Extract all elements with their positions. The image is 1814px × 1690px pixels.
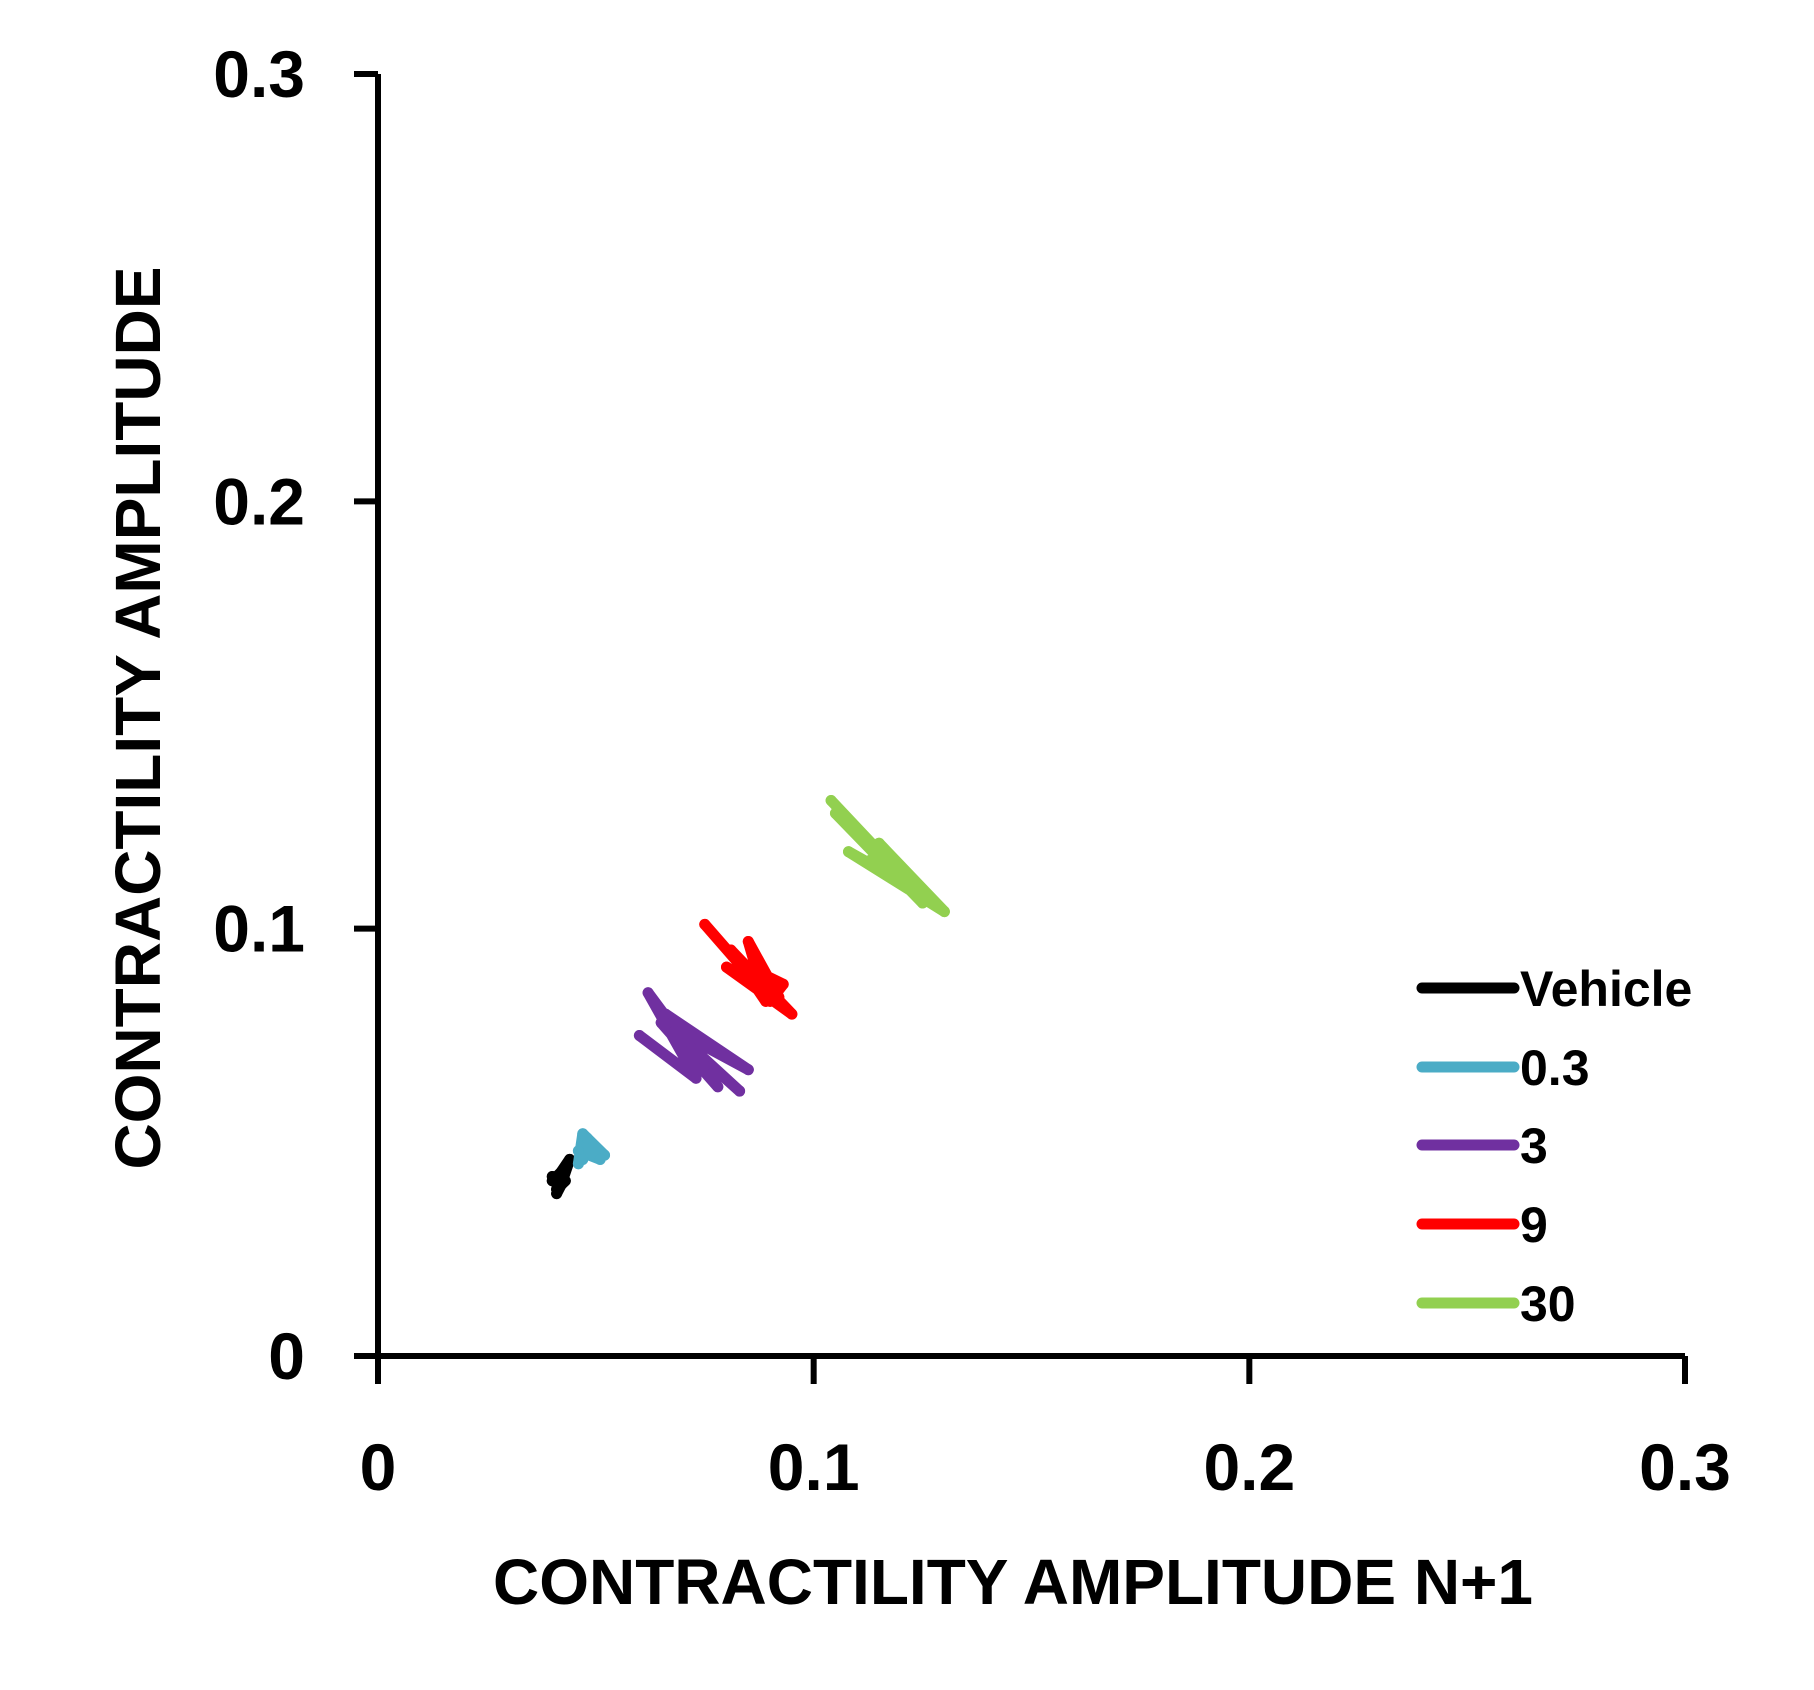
data-point: [633, 1030, 645, 1041]
series-layer: [546, 794, 950, 1200]
data-point: [904, 880, 916, 892]
data-point: [699, 918, 711, 930]
x-tick-label: 0: [360, 1430, 397, 1504]
legend-label: 0.3: [1520, 1040, 1590, 1096]
data-point: [742, 935, 754, 947]
data-point: [742, 1064, 754, 1076]
data-point: [577, 1153, 589, 1165]
data-point: [877, 850, 889, 862]
data-point: [734, 957, 746, 969]
data-point: [559, 1162, 571, 1174]
data-point: [917, 897, 929, 909]
y-tick-label: 0.1: [213, 892, 305, 966]
y-tick-label: 0: [268, 1319, 305, 1393]
data-point: [594, 1153, 606, 1165]
data-point: [764, 995, 776, 1007]
data-point: [555, 1179, 567, 1191]
data-point: [825, 794, 837, 806]
data-point: [786, 1008, 798, 1020]
legend-label: Vehicle: [1520, 961, 1692, 1017]
data-point: [773, 991, 785, 1003]
data-point: [712, 1081, 724, 1093]
legend-label: 3: [1520, 1118, 1548, 1174]
data-point: [660, 1008, 672, 1020]
data-point: [581, 1132, 593, 1144]
y-tick-label: 0.3: [213, 37, 305, 111]
data-point: [564, 1153, 576, 1165]
y-axis-title: CONTRACTILITY AMPLITUDE: [102, 266, 174, 1169]
data-point: [751, 978, 763, 990]
data-point: [895, 871, 907, 883]
legend-label: 9: [1520, 1197, 1548, 1253]
data-point: [686, 1042, 698, 1054]
data-point: [734, 1085, 746, 1097]
data-point: [777, 978, 789, 990]
x-tick-label: 0.1: [768, 1430, 860, 1504]
data-point: [655, 1017, 667, 1029]
data-point: [725, 944, 737, 956]
data-point: [864, 854, 876, 866]
data-point: [843, 846, 855, 858]
y-tick-label: 0.2: [213, 464, 305, 538]
x-tick-label: 0.2: [1203, 1430, 1295, 1504]
data-point: [721, 961, 733, 973]
x-tick-label: 0.3: [1639, 1430, 1731, 1504]
data-point: [642, 987, 654, 999]
data-point: [873, 837, 885, 849]
data-point: [699, 1059, 711, 1071]
legend-label: 30: [1520, 1276, 1576, 1332]
y-ticks: 0 0.1 0.2 0.3: [213, 37, 378, 1393]
data-point: [551, 1188, 563, 1200]
data-point: [938, 906, 950, 918]
data-point: [546, 1175, 558, 1187]
x-ticks: 0 0.1 0.2 0.3: [360, 1356, 1731, 1504]
data-point: [690, 1072, 702, 1084]
x-axis-title: CONTRACTILITY AMPLITUDE N+1: [493, 1546, 1533, 1618]
data-point: [851, 824, 863, 836]
data-point: [829, 807, 841, 819]
data-point: [572, 1145, 584, 1157]
data-point: [668, 1025, 680, 1037]
legend: Vehicle 0.3 3 9 30: [1416, 961, 1692, 1332]
